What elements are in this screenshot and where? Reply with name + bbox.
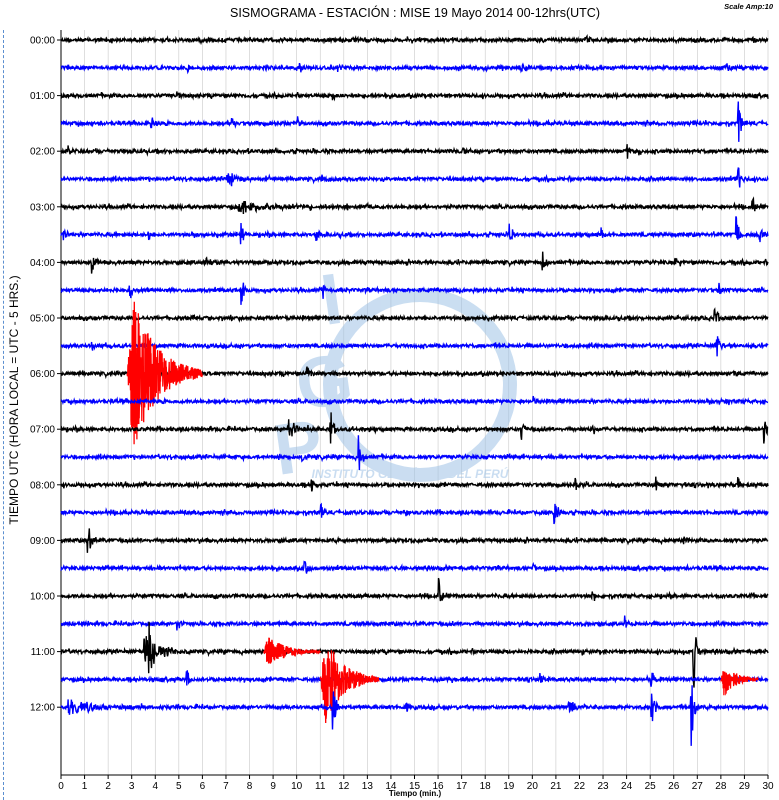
trace-row	[60, 528, 769, 553]
trace-row	[60, 90, 769, 102]
x-tick-label: 11	[315, 781, 326, 792]
y-tick-label: 05:00	[30, 314, 55, 325]
trace-row	[60, 577, 769, 602]
x-tick-label: 0	[58, 781, 64, 792]
y-tick-label: 12:00	[30, 703, 55, 714]
trace-row	[60, 101, 769, 142]
x-tick-label: 9	[270, 781, 276, 792]
x-tick-label: 18	[480, 781, 492, 792]
scale-label: Scale Amp:10	[724, 2, 774, 11]
x-tick-label: 23	[597, 781, 609, 792]
x-tick-label: 6	[200, 781, 206, 792]
trace-row	[60, 412, 769, 444]
trace-row	[60, 144, 769, 159]
trace-row	[60, 395, 769, 406]
trace-row	[60, 62, 769, 75]
x-tick-label: 27	[692, 781, 704, 792]
x-tick-label: 3	[129, 781, 135, 792]
y-tick-label: 08:00	[30, 480, 55, 491]
x-axis-label: Tiempo (min.)	[389, 789, 442, 798]
watermark-institute-text: INSTITUTO GEOFÍSICO DEL PERÚ	[312, 466, 509, 481]
y-tick-labels: 00:00 01:00 02:00 03:00 04:00 05:00 06:00 07:00…	[30, 36, 61, 714]
x-tick-label: 8	[247, 781, 253, 792]
y-tick-label: 11:00	[31, 647, 56, 658]
watermark-letter-i: I	[316, 259, 347, 341]
y-tick-label: 00:00	[30, 36, 55, 47]
trace-row	[60, 615, 769, 631]
x-tick-label: 5	[176, 781, 182, 792]
y-axis-label: TIEMPO UTC (HORA LOCAL = UTC - 5 HRS.)	[7, 275, 21, 524]
x-tick-label: 13	[362, 781, 374, 792]
y-tick-label: 10:00	[30, 592, 55, 603]
y-tick-label: 02:00	[30, 147, 55, 158]
x-tick-label: 20	[527, 781, 539, 792]
x-tick-label: 10	[291, 781, 303, 792]
seismic-event-burst	[319, 650, 380, 724]
chart-title: SISMOGRAMA - ESTACIÓN : MISE 19 Mayo 201…	[230, 5, 600, 20]
trace-row	[60, 670, 769, 687]
trace-row	[60, 307, 769, 323]
x-tick-label: 12	[338, 781, 350, 792]
x-tick-label: 1	[82, 781, 88, 792]
seismic-traces	[60, 34, 769, 746]
x-tick-label: 14	[385, 781, 397, 792]
x-tick-label: 25	[645, 781, 657, 792]
trace-row	[60, 502, 769, 525]
y-tick-label: 06:00	[30, 369, 55, 380]
x-tick-labels: 0 1 2 3 4 5 6 7 8 9 10 11 12 13 14 15 16 17 18 19 20 21 22 23 24…	[58, 775, 774, 792]
x-tick-label: 2	[105, 781, 111, 792]
trace-row	[60, 476, 769, 492]
trace-row	[60, 216, 769, 245]
y-tick-label: 01:00	[30, 91, 55, 102]
trace-row	[60, 560, 769, 574]
x-tick-label: 7	[223, 781, 229, 792]
trace-row	[60, 336, 769, 357]
y-tick-label: 07:00	[30, 425, 55, 436]
seismic-event-burst	[263, 637, 321, 664]
y-tick-label: 04:00	[30, 258, 55, 269]
watermark-letter-g: G	[291, 339, 358, 426]
x-tick-label: 26	[668, 781, 680, 792]
y-tick-label: 03:00	[30, 202, 55, 213]
trace-row	[60, 34, 769, 46]
x-tick-label: 22	[574, 781, 586, 792]
x-tick-label: 16	[433, 781, 445, 792]
x-tick-label: 17	[456, 781, 468, 792]
x-tick-label: 29	[739, 781, 751, 792]
x-tick-label: 21	[550, 781, 562, 792]
x-tick-label: 24	[621, 781, 633, 792]
trace-row	[60, 196, 769, 215]
seismic-event-burst	[126, 301, 204, 445]
x-tick-label: 28	[715, 781, 727, 792]
watermark-letter-p: P	[269, 405, 328, 491]
trace-row	[60, 685, 769, 746]
left-dashed-border	[3, 30, 4, 800]
x-tick-label: 15	[409, 781, 421, 792]
x-tick-label: 19	[503, 781, 515, 792]
seismic-event-burst	[720, 671, 759, 696]
trace-row	[60, 251, 769, 274]
x-tick-label: 4	[152, 781, 158, 792]
x-tick-label: 30	[762, 781, 774, 792]
y-tick-label: 09:00	[30, 536, 55, 547]
globe-logo-icon	[323, 288, 517, 482]
trace-row	[60, 282, 769, 305]
trace-row	[60, 435, 769, 471]
igp-watermark: I G P INSTITUTO GEOFÍSICO DEL PERÚ	[269, 259, 517, 491]
trace-row	[60, 621, 769, 688]
trace-row	[60, 167, 769, 188]
